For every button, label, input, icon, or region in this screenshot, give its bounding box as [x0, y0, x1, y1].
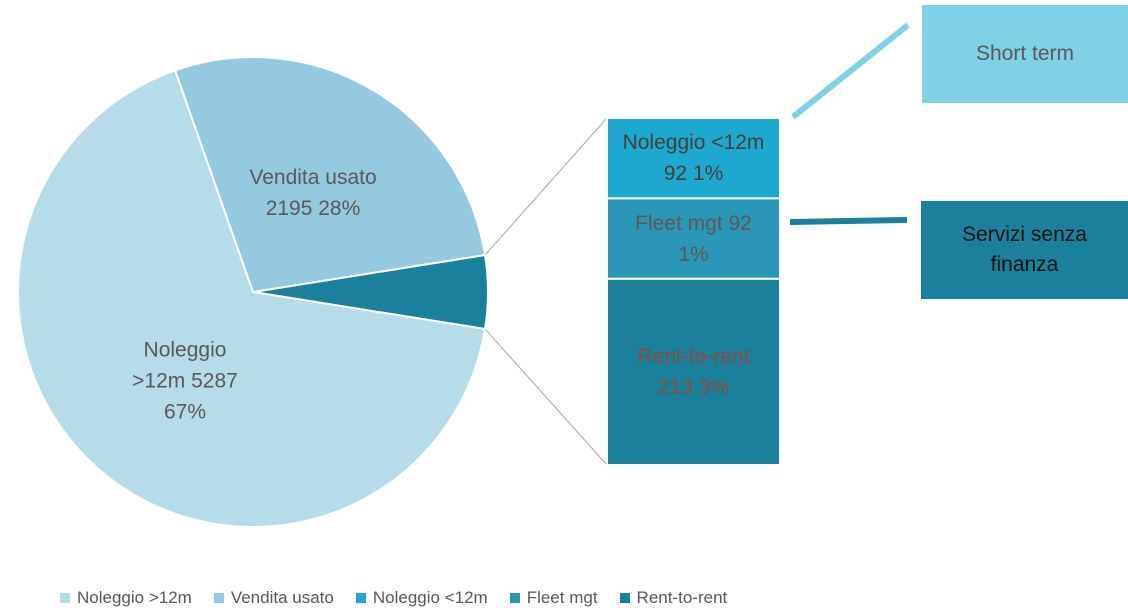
legend-label: Vendita usato — [230, 588, 334, 607]
annotation: Short term — [922, 5, 1128, 103]
legend-label: Rent-to-rent — [636, 588, 728, 607]
annotation-line — [791, 22, 910, 120]
legend-label: Noleggio >12m — [77, 588, 192, 607]
legend-item: Noleggio <12m — [355, 588, 488, 608]
bar-segment — [606, 277, 781, 466]
data-label: Fleet mgt 92 1% — [635, 211, 752, 266]
annotation-line — [789, 217, 908, 225]
legend-label: Fleet mgt — [526, 588, 598, 607]
connector-line — [484, 117, 608, 256]
data-label: Noleggio >12m 5287 67% — [132, 338, 238, 424]
legend-item: Vendita usato — [213, 588, 334, 608]
legend-swatch — [509, 593, 520, 603]
legend: Noleggio >12m Vendita usato Noleggio <12m F… — [60, 588, 727, 608]
data-label: Vendita usato 2195 28% — [249, 166, 377, 220]
annotation: Servizi senza finanza — [921, 201, 1128, 299]
legend-item: Noleggio >12m — [60, 588, 192, 608]
data-label: Rent-to-rent 213 3% — [637, 344, 750, 399]
legend-label: Noleggio <12m — [372, 588, 488, 607]
legend-swatch — [213, 593, 224, 603]
legend-swatch — [355, 593, 366, 603]
data-label: Noleggio <12m 92 1% — [622, 131, 765, 186]
pie-slice — [17, 69, 487, 528]
legend-item: Fleet mgt — [509, 588, 598, 608]
bar-segment — [606, 117, 781, 200]
pie-slice — [173, 56, 487, 294]
legend-swatch — [619, 593, 630, 603]
legend-item: Rent-to-rent — [619, 588, 728, 608]
legend-swatch — [60, 593, 70, 603]
connector-line — [484, 328, 608, 466]
